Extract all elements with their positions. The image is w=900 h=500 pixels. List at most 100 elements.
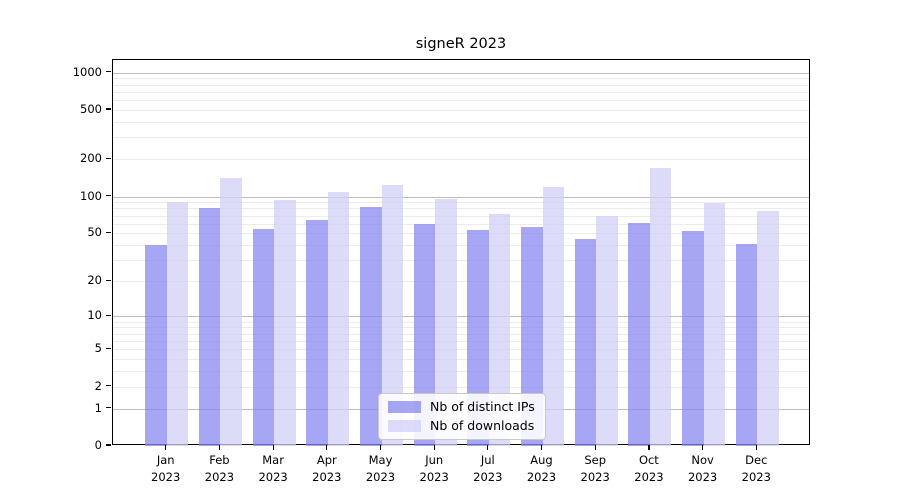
legend: Nb of distinct IPs Nb of downloads	[378, 393, 546, 440]
y-tick-mark	[106, 279, 111, 282]
x-tick-label-sep: Sep 2023	[580, 453, 610, 484]
legend-item-downloads: Nb of downloads	[388, 418, 535, 433]
bar-distinct-ips-may	[360, 207, 382, 446]
x-tick-mark	[218, 445, 221, 450]
bar-downloads-sep	[596, 215, 618, 446]
y-tick-label-1: 1	[94, 400, 102, 415]
bar-downloads-jul	[488, 214, 511, 446]
grid-line-minor	[113, 208, 809, 210]
y-tick-label-20: 20	[87, 273, 102, 288]
grid-line-minor	[113, 260, 809, 262]
bar-downloads-dec	[757, 211, 779, 446]
bar-downloads-apr	[327, 192, 350, 446]
x-tick-label-mar: Mar 2023	[258, 453, 288, 484]
x-tick-mark	[648, 445, 650, 450]
y-tick-label-10: 10	[87, 308, 102, 323]
legend-item-distinct-ips: Nb of distinct IPs	[388, 399, 535, 414]
y-tick-mark	[106, 231, 111, 234]
x-tick-label-nov: Nov 2023	[687, 453, 718, 484]
x-tick-label-feb: Feb 2023	[204, 453, 235, 484]
grid-line-minor	[113, 223, 809, 225]
grid-line-major	[113, 196, 809, 198]
y-tick-label-500: 500	[80, 101, 102, 116]
legend-label-downloads: Nb of downloads	[430, 418, 535, 433]
x-tick-mark	[165, 445, 167, 450]
legend-swatch-distinct-ips	[388, 400, 421, 413]
grid-line-minor	[113, 333, 809, 335]
grid-line-minor	[113, 91, 809, 93]
bar-downloads-jun	[435, 199, 457, 446]
y-tick-mark	[106, 444, 111, 446]
bar-distinct-ips-dec	[735, 243, 758, 446]
bar-distinct-ips-jul	[467, 230, 489, 446]
grid-line-minor	[113, 349, 809, 351]
grid-line-minor	[113, 109, 809, 111]
bar-downloads-mar	[274, 199, 296, 446]
y-tick-label-50: 50	[87, 225, 102, 240]
grid-line-minor	[113, 386, 809, 388]
bar-distinct-ips-mar	[252, 229, 275, 446]
grid-line-minor	[113, 100, 809, 102]
x-tick-mark	[755, 445, 757, 450]
y-tick-label-5: 5	[94, 341, 102, 356]
bar-distinct-ips-nov	[682, 231, 704, 446]
bar-downloads-oct	[649, 168, 672, 446]
grid-line-minor	[113, 245, 809, 247]
bar-downloads-aug	[542, 186, 564, 446]
x-tick-label-may: May 2023	[365, 453, 396, 484]
grid-line-minor	[113, 371, 809, 373]
bar-distinct-ips-sep	[574, 239, 597, 446]
legend-label-distinct-ips: Nb of distinct IPs	[430, 399, 535, 414]
grid-line-minor	[113, 202, 809, 204]
x-tick-mark	[326, 445, 328, 450]
bar-distinct-ips-jun	[413, 223, 436, 446]
bar-distinct-ips-aug	[521, 227, 543, 446]
y-tick-mark	[106, 70, 111, 73]
x-tick-mark	[487, 445, 489, 450]
grid-line-minor	[113, 233, 809, 235]
y-tick-label-100: 100	[80, 188, 102, 203]
y-tick-mark	[106, 314, 111, 316]
grid-line-minor	[113, 215, 809, 217]
legend-swatch-downloads	[388, 419, 421, 432]
grid-line-minor	[113, 327, 809, 329]
chart-title: signeR 2023	[415, 36, 507, 52]
x-tick-label-aug: Aug 2023	[526, 453, 557, 484]
bar-distinct-ips-oct	[628, 222, 650, 446]
x-tick-mark	[433, 445, 435, 450]
y-tick-mark	[106, 108, 111, 110]
grid-line-minor	[113, 78, 809, 80]
bar-downloads-may	[381, 184, 403, 446]
grid-line-minor	[113, 340, 809, 342]
x-tick-label-dec: Dec 2023	[741, 453, 771, 484]
x-tick-label-oct: Oct 2023	[634, 453, 664, 484]
bar-distinct-ips-feb	[198, 208, 221, 446]
y-tick-label-1000: 1000	[72, 64, 102, 79]
grid-line-minor	[113, 321, 809, 323]
grid-line-minor	[113, 359, 809, 360]
y-tick-label-2: 2	[94, 378, 102, 393]
y-tick-mark	[106, 406, 111, 409]
y-tick-label-200: 200	[80, 151, 102, 166]
bar-distinct-ips-jan	[145, 245, 167, 446]
y-tick-mark	[106, 347, 111, 349]
x-tick-label-jun: Jun 2023	[419, 453, 449, 484]
y-tick-mark	[106, 157, 111, 159]
x-tick-label-jan: Jan 2023	[151, 453, 181, 484]
bar-distinct-ips-apr	[306, 220, 328, 446]
x-tick-mark	[272, 445, 274, 450]
x-tick-mark	[702, 445, 704, 450]
x-tick-mark	[540, 445, 543, 450]
grid-line-major	[113, 316, 809, 318]
plot-area	[112, 59, 810, 446]
grid-line-minor	[113, 137, 809, 139]
x-tick-mark	[594, 445, 596, 450]
bar-downloads-feb	[220, 178, 242, 446]
y-tick-mark	[106, 385, 111, 387]
x-tick-mark	[379, 445, 382, 450]
grid-line-minor	[113, 159, 809, 161]
bar-downloads-jan	[166, 202, 189, 446]
y-tick-label-0: 0	[94, 438, 102, 452]
grid-line-major	[113, 72, 809, 74]
